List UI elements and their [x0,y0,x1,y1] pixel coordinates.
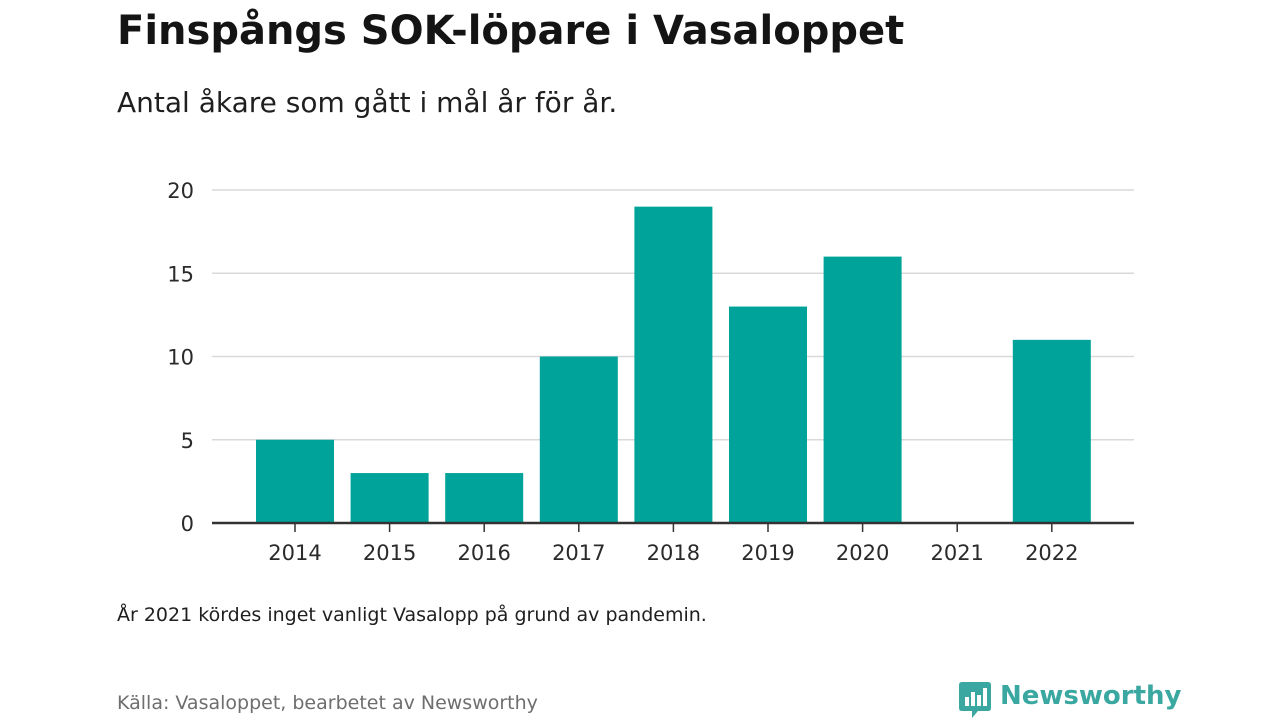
y-tick-label: 5 [181,429,194,453]
bar-2016 [445,473,524,523]
x-tick-label: 2016 [457,541,510,565]
bar-2014 [256,439,334,523]
y-tick-label: 15 [167,262,194,286]
y-tick-label: 10 [167,346,194,370]
x-tick-label: 2022 [1025,541,1078,565]
bar-2017 [539,356,618,523]
y-tick-label: 20 [167,179,194,203]
brand-name: Newsworthy [1000,681,1182,711]
bar-2019 [729,306,807,523]
y-tick-label: 0 [181,512,194,536]
x-tick-label: 2017 [552,541,605,565]
bar-2020 [823,256,902,523]
x-tick-label: 2014 [268,541,321,565]
chart-title: Finspångs SOK-löpare i Vasaloppet [117,8,905,54]
chart-subtitle: Antal åkare som gått i mål år för år. [117,86,618,119]
newsworthy-brand[interactable]: Newsworthy [958,680,1181,720]
bar-2022 [1012,339,1091,523]
bar-2018 [634,206,713,523]
source-credit: Källa: Vasaloppet, bearbetet av Newswort… [117,692,538,714]
bars [256,206,1091,523]
chart-note: År 2021 kördes inget vanligt Vasalopp på… [117,604,707,626]
axes: 0 5 10 15 20 2014 2015 2016 2017 2018 2019 2020 2021… [167,179,1134,565]
bar-2015 [350,473,429,523]
x-tick-label: 2018 [647,541,700,565]
x-tick-label: 2019 [741,541,794,565]
x-tick-label: 2021 [930,541,983,565]
x-tick-label: 2020 [836,541,889,565]
x-tick-label: 2015 [363,541,416,565]
newsworthy-bar-chart-logo-icon [959,682,991,718]
bar-chart: 0 5 10 15 20 2014 2015 2016 2017 2018 2019 2020 2021… [167,179,1134,565]
